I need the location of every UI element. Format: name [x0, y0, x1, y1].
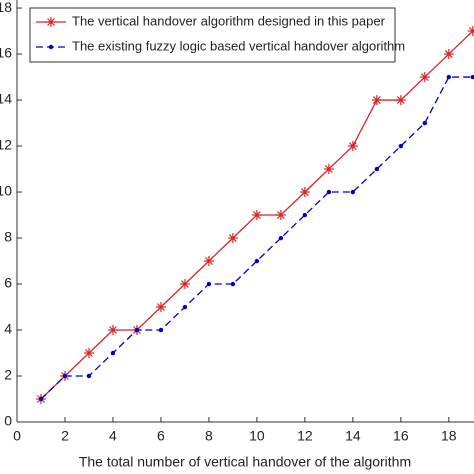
marker-stroke — [109, 326, 117, 334]
series-line — [40, 76, 473, 400]
point — [422, 120, 428, 126]
point — [302, 212, 308, 218]
point — [326, 189, 332, 195]
point — [350, 189, 356, 195]
point — [254, 258, 260, 264]
y-tick-label: 4 — [4, 321, 12, 337]
marker-stroke — [157, 303, 165, 311]
point — [374, 166, 380, 172]
legend-label: The vertical handover algorithm designed… — [72, 13, 386, 28]
point — [230, 281, 236, 287]
point — [467, 26, 474, 37]
point — [206, 281, 212, 287]
point — [110, 350, 116, 356]
point — [323, 164, 334, 175]
y-tick-label: 0 — [4, 413, 12, 429]
x-tick-label: 12 — [297, 428, 313, 444]
y-tick-label: 18 — [0, 0, 12, 15]
point — [395, 95, 406, 106]
marker-stroke — [228, 234, 237, 242]
point — [182, 304, 188, 310]
x-axis-label: The total number of vertical handover of… — [79, 454, 411, 470]
marker-stroke — [300, 188, 309, 196]
x-tick-label: 4 — [109, 428, 117, 444]
point — [62, 373, 68, 379]
point — [299, 187, 310, 198]
x-tick-label: 8 — [205, 428, 213, 444]
y-tick-label: 14 — [0, 91, 12, 107]
marker-stroke — [444, 50, 453, 58]
point — [227, 233, 238, 244]
point — [278, 235, 284, 241]
marker-stroke — [372, 96, 381, 104]
point — [446, 74, 452, 80]
point — [158, 327, 164, 333]
marker-stroke — [348, 142, 357, 150]
y-tick-label: 16 — [0, 45, 12, 61]
point — [203, 256, 214, 267]
marker-stroke — [324, 165, 333, 173]
point — [179, 279, 190, 290]
y-tick-label: 2 — [4, 367, 12, 383]
point — [83, 348, 94, 359]
x-tick-label: 0 — [13, 428, 21, 444]
legend-marker — [46, 17, 56, 27]
legend-box — [29, 7, 396, 63]
y-tick-label: 8 — [4, 229, 12, 245]
x-tick-label: 14 — [345, 428, 361, 444]
point — [419, 72, 430, 83]
point — [398, 143, 404, 149]
marker-stroke — [85, 349, 93, 357]
point — [470, 74, 474, 80]
legend-marker — [48, 44, 54, 50]
x-tick-label: 18 — [441, 428, 457, 444]
point — [251, 210, 262, 221]
point — [134, 327, 140, 333]
point — [107, 325, 118, 336]
point — [443, 49, 454, 60]
y-tick-label: 12 — [0, 137, 12, 153]
x-tick-label: 10 — [249, 428, 265, 444]
legend-label: The existing fuzzy logic based vertical … — [72, 38, 405, 53]
marker-stroke — [204, 257, 213, 265]
marker-stroke — [420, 73, 429, 81]
marker-stroke — [468, 28, 474, 35]
marker-stroke — [181, 280, 189, 288]
x-tick-label: 16 — [393, 428, 409, 444]
point — [275, 210, 286, 221]
point — [38, 396, 44, 402]
point — [155, 302, 166, 313]
point — [347, 141, 358, 152]
x-tick-label: 6 — [157, 428, 165, 444]
point — [371, 95, 382, 106]
point — [86, 373, 92, 379]
marker-stroke — [252, 211, 261, 219]
y-tick-label: 10 — [0, 183, 12, 199]
marker-stroke — [47, 18, 55, 26]
marker-stroke — [276, 211, 285, 219]
x-tick-label: 2 — [61, 428, 69, 444]
marker-stroke — [396, 96, 405, 104]
y-tick-label: 6 — [4, 275, 12, 291]
